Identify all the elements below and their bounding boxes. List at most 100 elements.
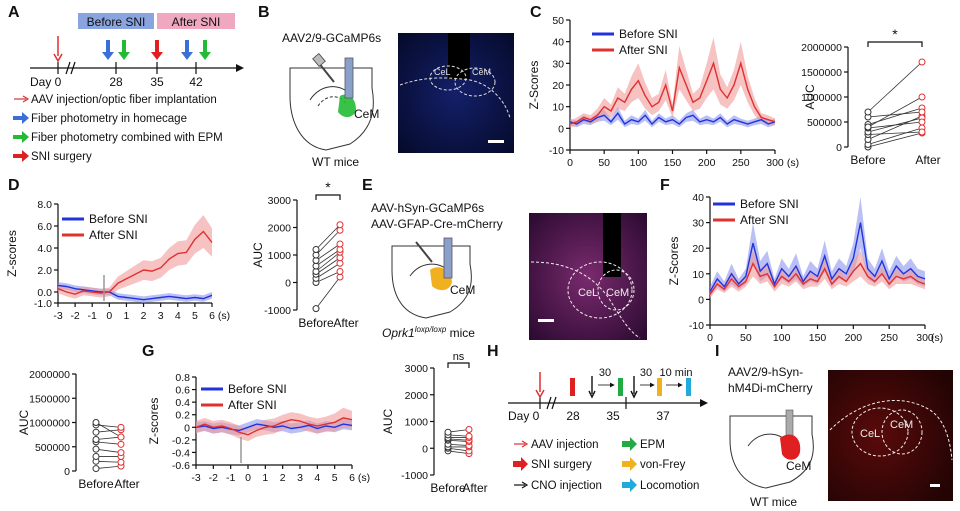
legend-label-before: Before SNI <box>228 382 287 396</box>
cem-region-red <box>780 434 801 460</box>
scale-bar-b <box>488 140 504 143</box>
after-sni-bar <box>157 13 235 29</box>
micro-b-cem: CeM <box>472 67 491 77</box>
h-legend-vonfrey-icon <box>622 457 637 471</box>
y-tick-label: 1500000 <box>29 393 70 405</box>
point-before <box>92 445 100 453</box>
y-tick-label: -0.6 <box>172 460 190 472</box>
pair-line <box>95 436 122 440</box>
x-category-before: Before <box>850 153 886 167</box>
y-axis-label: AUC <box>803 84 817 110</box>
y-tick-label: 2000 <box>268 223 292 235</box>
homecage-arrow-1 <box>102 40 114 60</box>
chart-d-trace: -1.00.0 2.0 4.0 6.0 8.0 -3 -2 -1 0 1 2 3 4 5 6 (s) Z-sco… <box>5 199 230 322</box>
panel-label-d: D <box>8 177 20 194</box>
legend-sni-icon <box>13 150 29 162</box>
y-tick-label: 1000000 <box>29 418 70 430</box>
x-tick-label: 3 <box>158 310 164 322</box>
y-tick-label: -0.4 <box>172 447 190 459</box>
y-tick-label: 1000 <box>405 417 429 429</box>
y-tick-label: 20 <box>692 243 704 255</box>
x-unit-label: (s) <box>218 310 230 322</box>
syringe-body <box>312 53 326 67</box>
x-tick-label: -3 <box>53 310 62 322</box>
after-sni-label: After SNI <box>172 15 221 29</box>
pair-line <box>447 447 470 452</box>
h-vonfrey-marker <box>657 378 662 396</box>
significance-bracket <box>315 194 341 200</box>
microscopy-image-i <box>828 370 953 501</box>
x-category-after: After <box>333 316 358 330</box>
series-band-after <box>58 215 212 299</box>
scale-bar-i <box>930 484 940 487</box>
y-tick-label: -10 <box>689 320 704 332</box>
x-tick-label: 3 <box>297 472 303 484</box>
panel-a-timeline: Before SNI After SNI Day 0 28 35 42 AAV … <box>13 13 244 163</box>
h-interval-30b: 30 <box>640 367 652 379</box>
pair-line <box>447 443 470 446</box>
pair-line <box>447 450 470 454</box>
micro-b-contour-1 <box>399 77 511 119</box>
h-day37: 37 <box>656 409 670 423</box>
legend-homecage: Fiber photometry in homecage <box>31 113 187 125</box>
legend-epm: Fiber photometry combined with EPM <box>31 132 223 144</box>
y-tick-label: 1000 <box>268 250 292 262</box>
point-after <box>465 432 473 440</box>
pair-line <box>95 429 122 433</box>
micro-e-cem-ellipse <box>597 269 635 311</box>
series-band-after <box>570 37 775 128</box>
x-tick-label: 100 <box>773 332 791 344</box>
significance-bracket <box>447 362 470 368</box>
point-before <box>92 428 100 436</box>
x-tick-label: 1 <box>124 310 130 322</box>
micro-e-cem: CeM <box>606 287 629 299</box>
panel-label-f: F <box>660 177 670 194</box>
fiber-track-b <box>448 33 470 79</box>
x-tick-label: 1 <box>262 472 268 484</box>
panel-label-i: I <box>715 343 719 360</box>
chart-g-trace: -0.6-0.4-0.200.20.40.60.8-3 -2 -1 0 1 2 3 4 5 6 (s… <box>147 372 370 484</box>
micro-b-cel: CeL <box>434 67 451 77</box>
day-28-label: 28 <box>109 75 123 89</box>
point-before <box>864 108 872 116</box>
x-tick-label: -1 <box>88 310 97 322</box>
x-tick-label: 250 <box>732 157 750 169</box>
h-break-1 <box>546 396 552 410</box>
pair-line <box>315 257 341 275</box>
panel-label-g: G <box>142 343 154 360</box>
h-day35: 35 <box>606 409 620 423</box>
syringe-e <box>415 241 433 263</box>
pair-line <box>315 249 341 267</box>
series-line-after <box>195 417 353 436</box>
point-after <box>117 423 125 431</box>
y-tick-label: 40 <box>552 37 564 49</box>
h-legend-epm: EPM <box>640 439 665 451</box>
h-legend-cno: CNO injection <box>531 480 602 492</box>
point-after <box>336 240 344 248</box>
y-tick-label: 0 <box>558 123 564 135</box>
y-axis-label: AUC <box>17 410 31 436</box>
point-after <box>336 268 344 275</box>
h-legend-locomotion-icon <box>622 478 637 492</box>
break-mark-2 <box>70 61 76 75</box>
x-tick-label: 200 <box>698 157 716 169</box>
x-tick-label: 100 <box>630 157 648 169</box>
aav-arrowhead <box>53 53 63 63</box>
legend-aav: AAV injection/optic fiber implantation <box>31 94 217 106</box>
sni-arrow <box>151 40 163 60</box>
point-after <box>336 221 344 229</box>
pair-line <box>95 460 122 463</box>
epm-arrow-1 <box>118 40 130 60</box>
point-before <box>92 419 100 426</box>
x-category-after: After <box>915 153 940 167</box>
h-interval-10: 10 min <box>659 367 692 379</box>
micro-i-contour <box>829 399 953 461</box>
panel-b-virus: AAV2/9-GCaMP6s <box>282 31 381 45</box>
h-legend-cno-arrowhead <box>521 481 529 489</box>
y-tick-label: 2000000 <box>29 369 70 381</box>
pair-line <box>315 271 341 283</box>
y-tick-label: 0.6 <box>175 385 190 397</box>
chart-c-auc: 0 500000 1000000 1500000 2000000 AUC Before Aft… <box>801 26 941 167</box>
